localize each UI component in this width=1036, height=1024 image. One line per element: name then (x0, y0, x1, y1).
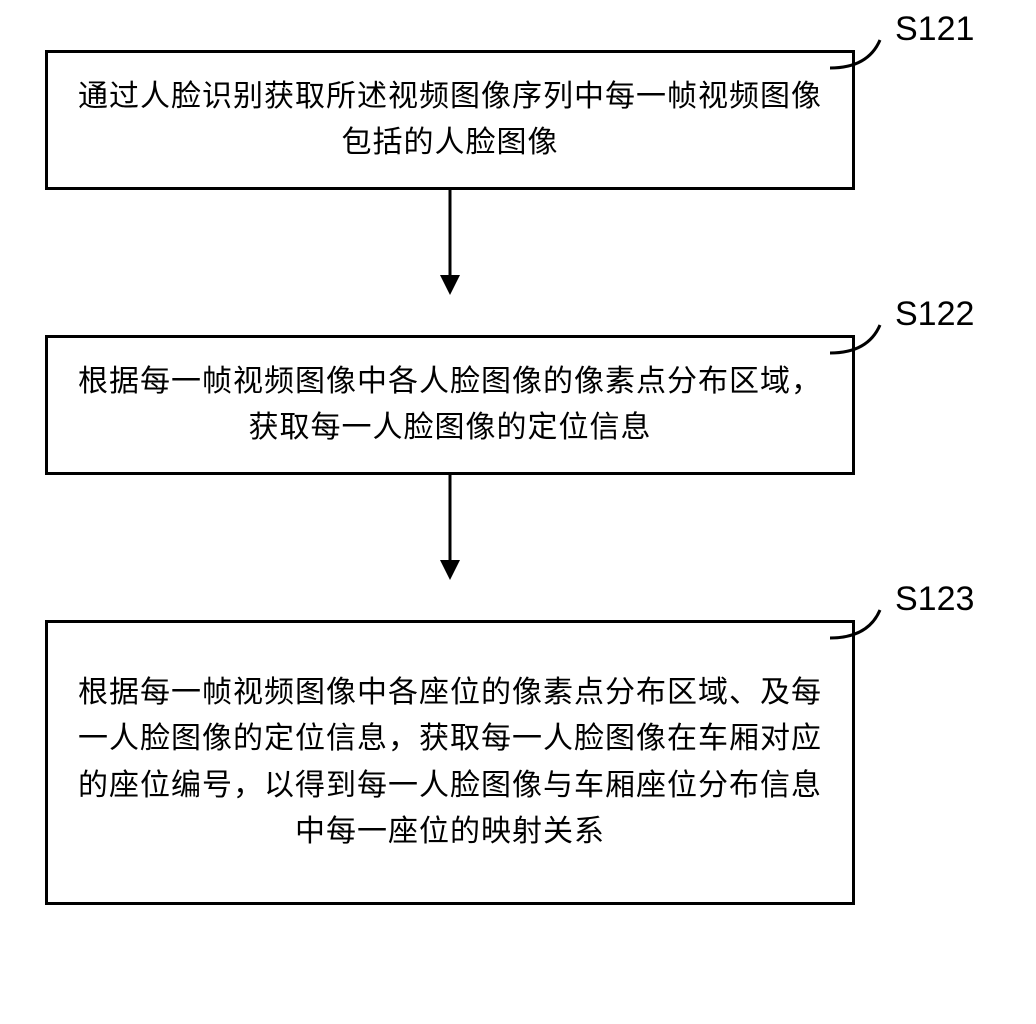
flowchart-step-text: 根据每一帧视频图像中各座位的像素点分布区域、及每一人脸图像的定位信息，获取每一人… (72, 670, 828, 856)
flowchart-step-box: 通过人脸识别获取所述视频图像序列中每一帧视频图像包括的人脸图像 (45, 50, 855, 190)
flowchart-step-text: 通过人脸识别获取所述视频图像序列中每一帧视频图像包括的人脸图像 (72, 74, 828, 167)
flowchart-step-text: 根据每一帧视频图像中各人脸图像的像素点分布区域，获取每一人脸图像的定位信息 (72, 359, 828, 452)
flowchart-step-box: 根据每一帧视频图像中各人脸图像的像素点分布区域，获取每一人脸图像的定位信息 (45, 335, 855, 475)
callout-curve (830, 20, 910, 70)
flowchart-container: 通过人脸识别获取所述视频图像序列中每一帧视频图像包括的人脸图像 S121 根据每… (0, 0, 1036, 1024)
flowchart-arrow (440, 190, 460, 295)
callout-curve (830, 305, 910, 355)
callout-curve (830, 590, 910, 640)
flowchart-arrow (440, 475, 460, 580)
flowchart-step-box: 根据每一帧视频图像中各座位的像素点分布区域、及每一人脸图像的定位信息，获取每一人… (45, 620, 855, 905)
